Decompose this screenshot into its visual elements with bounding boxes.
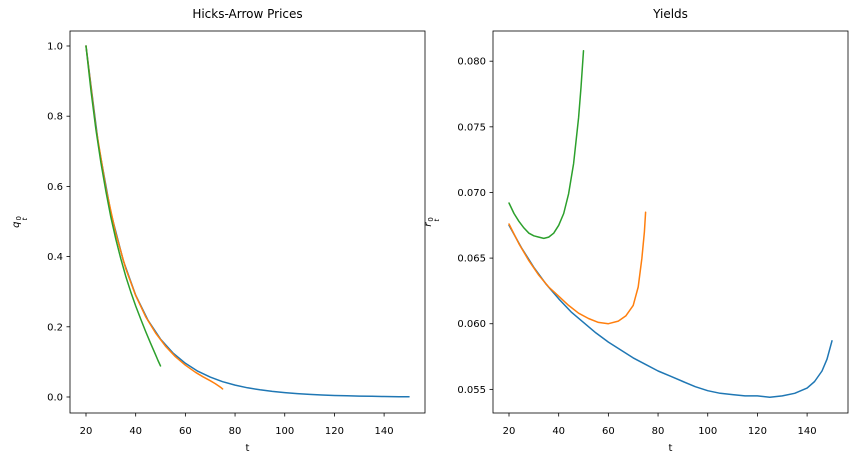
x-tick-label: 60 bbox=[179, 426, 192, 437]
x-tick-label: 140 bbox=[375, 426, 394, 437]
y-tick-label: 0.080 bbox=[457, 57, 486, 68]
series-line-green-to-t50 bbox=[508, 49, 585, 240]
series-line-blue-to-t150 bbox=[85, 45, 410, 398]
right-chart-xlabel: t bbox=[668, 443, 673, 454]
y-tick-label: 0.060 bbox=[457, 319, 486, 330]
left-chart-title: Hicks-Arrow Prices bbox=[192, 7, 303, 21]
series-line-green-to-t50 bbox=[85, 45, 162, 367]
x-tick-label: 40 bbox=[552, 426, 565, 437]
series-line-blue-to-t150 bbox=[508, 224, 833, 398]
x-tick-label: 120 bbox=[748, 426, 767, 437]
right-chart-title: Yields bbox=[653, 7, 688, 21]
x-tick-label: 20 bbox=[80, 426, 93, 437]
y-tick-label: 0.0 bbox=[47, 392, 63, 403]
y-tick-label: 0.065 bbox=[457, 254, 486, 265]
x-tick-label: 60 bbox=[602, 426, 615, 437]
y-tick-label: 1.0 bbox=[47, 41, 63, 52]
ylabel-subscript: t bbox=[432, 218, 441, 222]
axes-frame bbox=[69, 30, 426, 414]
x-tick-label: 100 bbox=[275, 426, 294, 437]
series-line-orange-to-t75 bbox=[85, 45, 224, 390]
ylabel-letter: q bbox=[11, 221, 23, 228]
y-tick-label: 0.075 bbox=[457, 122, 486, 133]
left-chart-xlabel: t bbox=[245, 443, 250, 454]
series-line-orange-to-t75 bbox=[508, 211, 647, 325]
y-tick-label: 0.6 bbox=[47, 182, 63, 193]
y-tick-label: 0.4 bbox=[47, 252, 63, 263]
x-tick-label: 80 bbox=[229, 426, 242, 437]
y-tick-label: 0.070 bbox=[457, 188, 486, 199]
x-tick-label: 40 bbox=[129, 426, 142, 437]
x-tick-label: 120 bbox=[325, 426, 344, 437]
x-tick-label: 80 bbox=[652, 426, 665, 437]
x-tick-label: 20 bbox=[503, 426, 516, 437]
x-tick-label: 100 bbox=[698, 426, 717, 437]
axes-frame bbox=[492, 30, 849, 414]
ylabel-letter: r bbox=[423, 222, 435, 227]
y-tick-label: 0.2 bbox=[47, 322, 63, 333]
y-tick-label: 0.8 bbox=[47, 112, 63, 123]
x-tick-label: 140 bbox=[798, 426, 817, 437]
ylabel-subscript: t bbox=[20, 217, 29, 221]
y-tick-label: 0.055 bbox=[457, 385, 486, 396]
